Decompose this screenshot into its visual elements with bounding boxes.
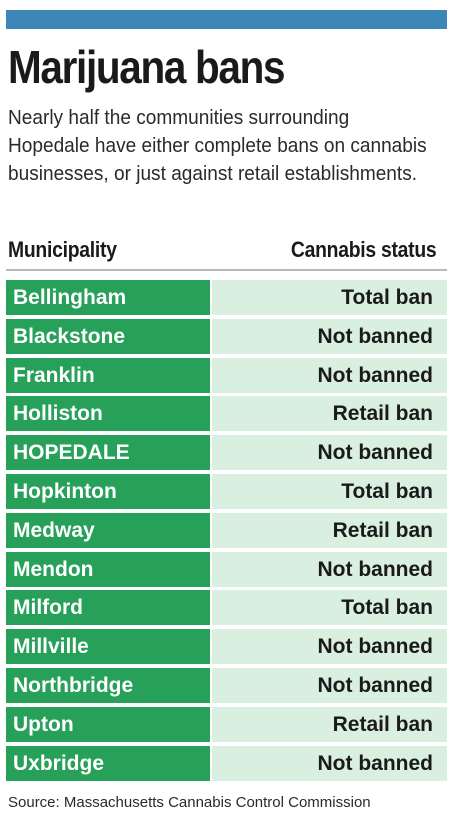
status-cell: Total ban [212, 473, 447, 509]
page-title: Marijuana bans [8, 41, 286, 93]
header-accent-bar [6, 10, 447, 29]
municipality-cell: Holliston [6, 396, 210, 432]
table-row: HOPEDALE Not banned [6, 435, 447, 471]
table-row: Hopkinton Total ban [6, 473, 447, 509]
municipality-cell: Millville [6, 629, 210, 665]
municipality-cell: Blackstone [6, 318, 210, 354]
status-cell: Total ban [212, 590, 447, 626]
status-cell: Not banned [212, 629, 447, 665]
table-row: Northbridge Not banned [6, 667, 447, 703]
status-cell: Not banned [212, 551, 447, 587]
municipality-cell: Franklin [6, 357, 210, 393]
municipality-cell: Northbridge [6, 667, 210, 703]
column-header-municipality: Municipality [8, 237, 117, 262]
column-header-status: Cannabis status [290, 237, 436, 262]
status-cell: Total ban [212, 280, 447, 315]
status-cell: Not banned [212, 745, 447, 781]
intro-text: Nearly half the communities surrounding … [8, 106, 427, 185]
status-cell: Retail ban [212, 396, 447, 432]
table-row: Bellingham Total ban [6, 280, 447, 315]
status-cell: Retail ban [212, 512, 447, 548]
status-cell: Not banned [212, 435, 447, 471]
bans-table: Bellingham Total ban Blackstone Not bann… [6, 280, 447, 784]
status-cell: Not banned [212, 667, 447, 703]
municipality-cell: Mendon [6, 551, 210, 587]
municipality-cell: HOPEDALE [6, 435, 210, 471]
table-row: Mendon Not banned [6, 551, 447, 587]
municipality-cell: Hopkinton [6, 473, 210, 509]
municipality-cell: Upton [6, 706, 210, 742]
table-row: Holliston Retail ban [6, 396, 447, 432]
table-row: Medway Retail ban [6, 512, 447, 548]
table-row: Uxbridge Not banned [6, 745, 447, 781]
table-row: Millville Not banned [6, 629, 447, 665]
table-row: Milford Total ban [6, 590, 447, 626]
table-row: Upton Retail ban [6, 706, 447, 742]
source-note: Source: Massachusetts Cannabis Control C… [8, 794, 371, 811]
municipality-cell: Medway [6, 512, 210, 548]
status-cell: Not banned [212, 357, 447, 393]
municipality-cell: Bellingham [6, 280, 210, 315]
table-row: Franklin Not banned [6, 357, 447, 393]
municipality-cell: Uxbridge [6, 745, 210, 781]
status-cell: Retail ban [212, 706, 447, 742]
status-cell: Not banned [212, 318, 447, 354]
header-divider [6, 269, 447, 271]
table-row: Blackstone Not banned [6, 318, 447, 354]
municipality-cell: Milford [6, 590, 210, 626]
